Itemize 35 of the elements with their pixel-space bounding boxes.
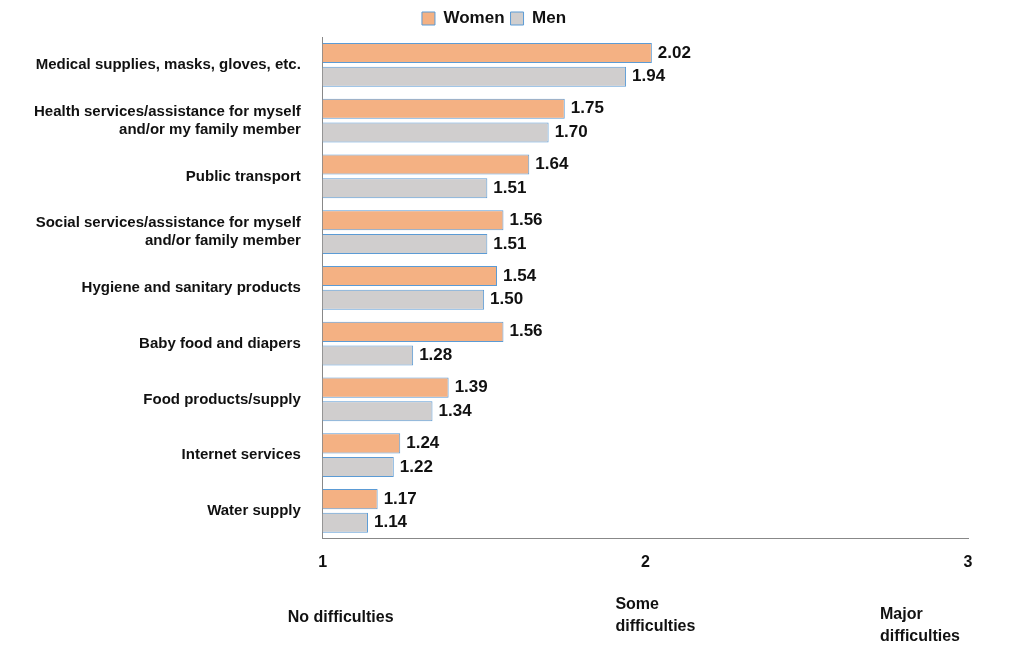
data-label: 1.51 [493,177,527,197]
y-tick-label: Health services/assistance for myself and/or my family member [33,101,302,137]
y-tick-label: Social services/assistance for myself and/or family member [35,213,302,249]
data-label: 1.28 [419,345,453,365]
y-tick-label: Internet services [181,445,301,463]
data-label: 1.34 [438,400,473,420]
data-label: 1.39 [454,377,488,397]
data-label: 2.02 [657,42,691,62]
legend-label: Men [532,8,567,28]
data-label: 1.51 [493,233,527,253]
data-label: 1.75 [570,98,604,118]
text: No difficulties [287,608,394,626]
x-tick-label: 2 [640,552,650,570]
y-tick-label: Public transport [185,166,301,184]
x-tick-label: 3 [963,552,973,570]
data-label: 1.17 [383,488,417,508]
y-tick-label: Medical supplies, masks, gloves, etc. [35,55,301,73]
text: Major difficulties [880,605,961,645]
data-label: 1.64 [535,154,569,174]
data-label: 1.56 [509,321,543,341]
y-tick-label: Hygiene and sanitary products [81,278,301,296]
data-label: 1.70 [554,122,588,142]
data-label: 1.14 [373,512,408,532]
y-tick-label: Water supply [207,501,302,519]
data-label: 1.54 [503,265,537,285]
data-label: 1.94 [632,66,666,86]
y-tick-label: Baby food and diapers [139,333,301,351]
data-label: 1.22 [399,456,433,476]
legend-label: Women [443,8,505,28]
data-label: 1.24 [406,433,440,453]
data-label: 1.50 [490,289,524,309]
x-tick-label: 1 [318,552,328,570]
y-tick-label: Food products/supply [143,389,302,407]
data-label: 1.56 [509,209,543,229]
text: Some difficulties [615,595,696,635]
